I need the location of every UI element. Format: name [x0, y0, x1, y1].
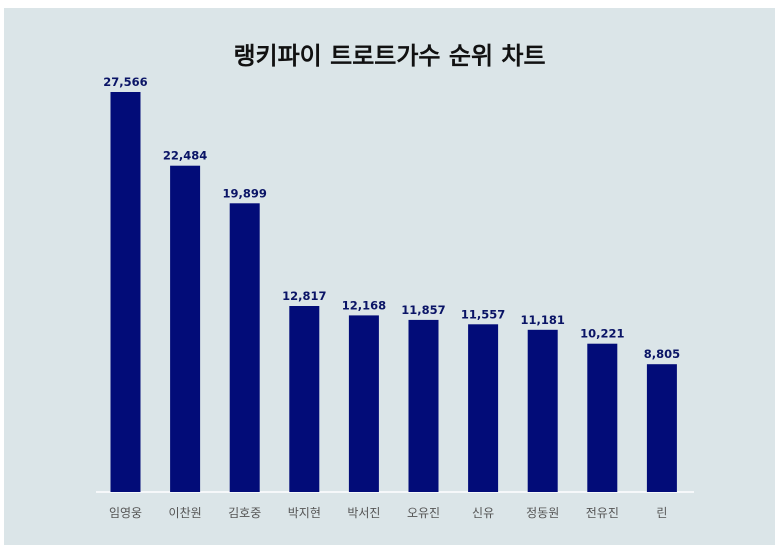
value-label-6: 11,857 [401, 303, 445, 317]
value-label-4: 12,817 [282, 289, 326, 303]
category-label-7: 신유 [472, 506, 494, 520]
category-label-4: 박지현 [288, 506, 321, 520]
value-label-7: 11,557 [461, 307, 505, 321]
bar-3 [229, 203, 260, 493]
bar-5 [348, 315, 379, 492]
value-label-10: 8,805 [644, 347, 680, 361]
value-label-9: 10,221 [580, 327, 624, 341]
bar-6 [408, 319, 439, 492]
value-label-1: 27,566 [103, 75, 147, 89]
value-label-2: 22,484 [163, 149, 207, 163]
value-label-3: 19,899 [223, 186, 267, 200]
bar-10 [646, 364, 677, 492]
category-label-9: 전유진 [586, 506, 619, 520]
bar-2 [170, 165, 201, 492]
bar-7 [468, 324, 499, 492]
value-label-5: 12,168 [342, 298, 386, 312]
category-label-10: 린 [656, 506, 667, 520]
category-label-5: 박서진 [347, 506, 380, 520]
bar-1 [110, 92, 141, 492]
bar-4 [289, 306, 320, 492]
category-label-1: 임영웅 [109, 506, 142, 520]
bar-9 [587, 343, 618, 492]
value-label-8: 11,181 [521, 313, 565, 327]
bar-8 [527, 329, 558, 492]
category-label-6: 오유진 [407, 506, 440, 520]
category-label-8: 정동원 [526, 506, 559, 520]
category-label-2: 이찬원 [169, 505, 202, 520]
category-label-3: 김호중 [228, 506, 261, 520]
chart-title: 랭키파이 트로트가수 순위 차트 [233, 42, 546, 70]
